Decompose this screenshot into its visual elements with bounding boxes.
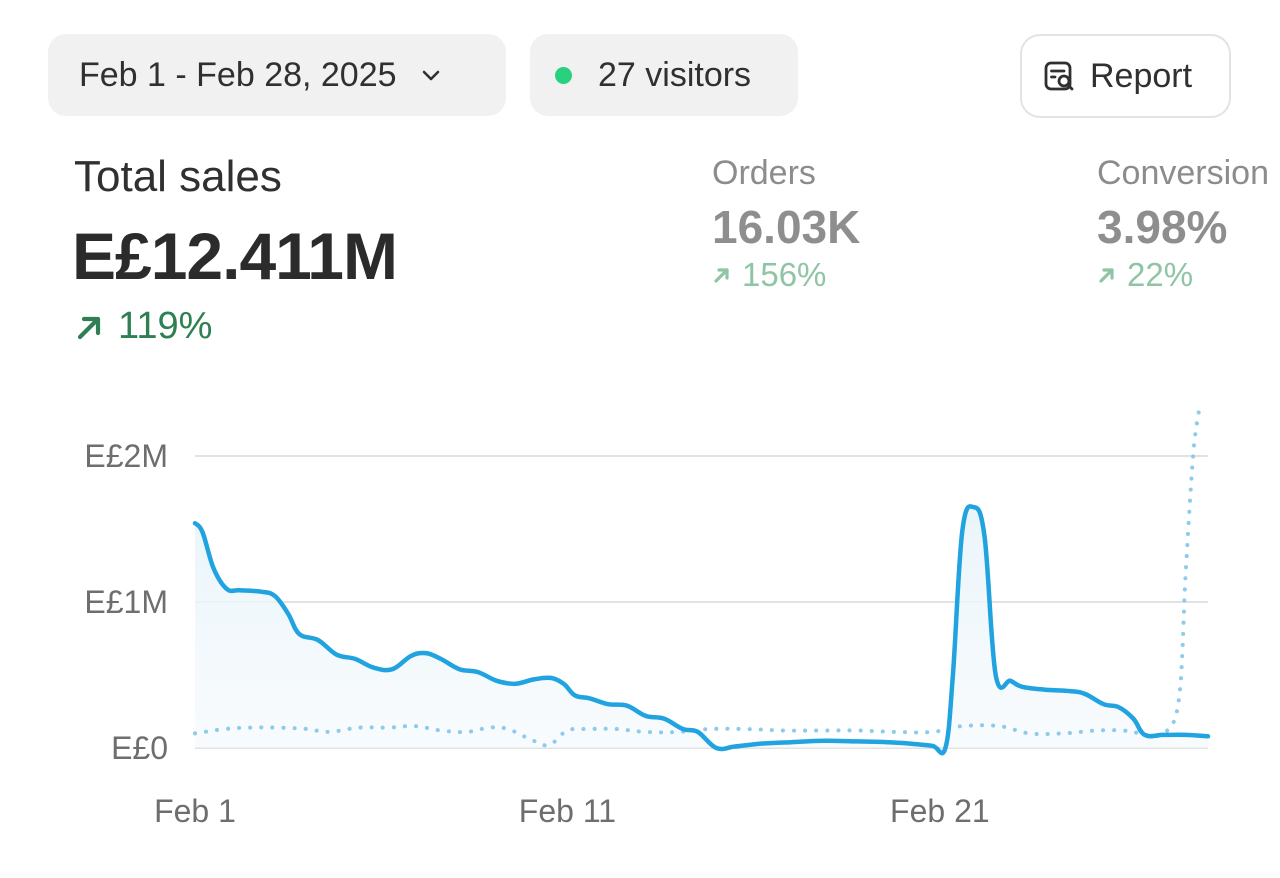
orders-change: 156%	[712, 256, 826, 294]
current-series-line	[192, 504, 1211, 756]
y-tick-label: E£0	[111, 730, 168, 766]
report-button[interactable]: Report	[1020, 34, 1231, 118]
report-search-icon	[1042, 58, 1078, 94]
arrow-up-right-icon	[1099, 268, 1114, 283]
date-range-picker[interactable]: Feb 1 - Feb 28, 2025	[48, 34, 506, 116]
conversion-value: 3.98%	[1097, 201, 1228, 253]
sales-line-chart[interactable]: E£2M E£1M E£0 Feb 1 Feb 11 Feb 21	[0, 380, 1280, 850]
chevron-down-icon	[419, 63, 443, 87]
orders-change-value: 156%	[742, 256, 827, 293]
live-status-dot	[555, 66, 572, 84]
total-sales-label: Total sales	[74, 152, 282, 201]
conversion-change: 22%	[1097, 256, 1193, 294]
arrow-up-right-icon	[77, 316, 101, 339]
x-tick-label: Feb 11	[519, 793, 616, 829]
date-range-label: Feb 1 - Feb 28, 2025	[79, 55, 397, 94]
orders-label: Orders	[712, 154, 816, 192]
total-sales-value: E£12.411M	[72, 219, 398, 293]
comparison-series-line	[193, 410, 1201, 748]
orders-value: 16.03K	[712, 201, 861, 253]
x-tick-label: Feb 21	[890, 793, 990, 829]
total-sales-change-value: 119%	[118, 305, 213, 347]
total-sales-change: 119%	[74, 305, 212, 348]
y-tick-label: E£1M	[84, 584, 168, 620]
visitors-count: 27 visitors	[598, 55, 752, 94]
y-tick-label: E£2M	[84, 438, 168, 474]
x-tick-label: Feb 1	[154, 793, 236, 829]
arrow-up-right-icon	[714, 268, 729, 283]
conversion-label: Conversion	[1097, 154, 1269, 192]
current-series-area	[195, 506, 1208, 754]
live-visitors-badge[interactable]: 27 visitors	[530, 34, 798, 116]
report-button-label: Report	[1090, 56, 1193, 95]
conversion-change-value: 22%	[1127, 256, 1194, 293]
